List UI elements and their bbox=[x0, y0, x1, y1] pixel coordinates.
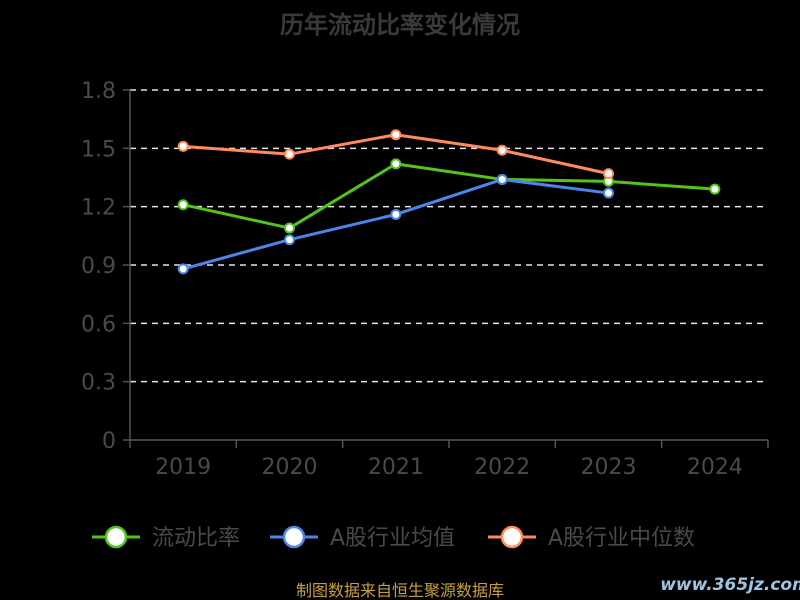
y-tick-label: 1.8 bbox=[81, 79, 116, 104]
chart-title: 历年流动比率变化情况 bbox=[280, 11, 520, 39]
series-line-2 bbox=[181, 177, 610, 271]
y-tick-label: 0.9 bbox=[81, 254, 116, 279]
x-tick-label: 2024 bbox=[687, 455, 743, 480]
data-point bbox=[284, 148, 295, 160]
x-tick-label: 2020 bbox=[262, 455, 318, 480]
data-point bbox=[177, 140, 189, 152]
x-tick-label: 2021 bbox=[368, 455, 424, 480]
data-point bbox=[603, 187, 614, 199]
data-point bbox=[496, 173, 508, 185]
y-tick-label: 1.5 bbox=[81, 137, 116, 162]
x-tick-label: 2019 bbox=[155, 455, 211, 480]
axes: 0 0.3 0.6 0.9 1.2 1.5 1.8 2019 2020 2021 2022 2023 2… bbox=[81, 79, 769, 480]
legend-marker bbox=[282, 525, 306, 549]
grid bbox=[130, 89, 768, 383]
data-point bbox=[284, 234, 295, 246]
x-tick-label: 2022 bbox=[474, 455, 530, 480]
series-line-1 bbox=[181, 162, 717, 230]
legend-marker bbox=[104, 525, 128, 549]
data-point bbox=[390, 208, 402, 220]
legend-label: A股行业中位数 bbox=[548, 526, 695, 551]
watermark: www.365jz.com bbox=[660, 575, 800, 595]
y-tick-label: 1.2 bbox=[81, 196, 116, 221]
x-tick-label: 2023 bbox=[581, 455, 637, 480]
legend-marker bbox=[500, 525, 524, 549]
y-tick-label: 0.6 bbox=[81, 312, 116, 337]
data-point bbox=[390, 129, 402, 141]
data-point bbox=[390, 158, 402, 170]
legend: 流动比率 A股行业均值 A股行业中位数 bbox=[92, 525, 695, 551]
legend-label: 流动比率 bbox=[152, 526, 240, 551]
series-layer bbox=[177, 129, 721, 275]
y-tick-label: 0 bbox=[102, 429, 116, 454]
data-point bbox=[496, 144, 508, 156]
legend-label: A股行业均值 bbox=[330, 526, 455, 551]
data-point bbox=[177, 199, 189, 211]
data-point bbox=[177, 263, 189, 275]
data-point bbox=[709, 183, 721, 195]
source-note: 制图数据来自恒生聚源数据库 bbox=[296, 581, 504, 600]
y-tick-label: 0.3 bbox=[81, 371, 116, 396]
data-point bbox=[284, 222, 295, 234]
data-point bbox=[603, 168, 614, 180]
